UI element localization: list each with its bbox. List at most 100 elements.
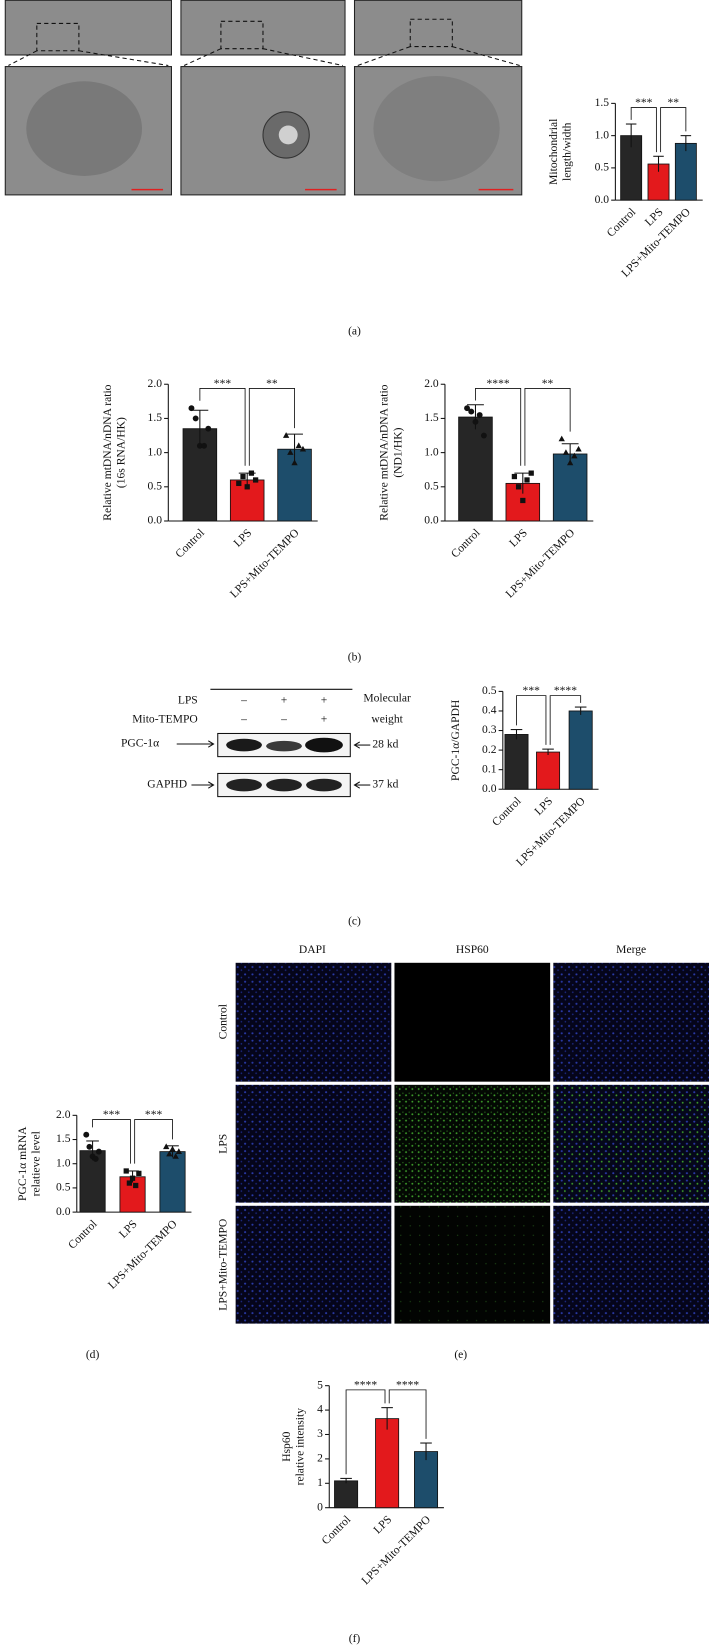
data-point	[282, 432, 290, 438]
significance-bracket	[134, 1119, 173, 1164]
blot-band	[226, 738, 262, 752]
blot-weight: 37 kd	[372, 778, 398, 791]
y-tick-label: 0.0	[482, 782, 497, 795]
y-tick-label: 1.5	[148, 411, 163, 424]
y-tick-label: 0.0	[595, 193, 610, 206]
mitochondrion	[373, 76, 500, 182]
mitochondrion	[26, 81, 143, 176]
blot-weight: 28 kd	[372, 738, 398, 751]
data-point	[299, 445, 307, 452]
y-axis-label: PGC-1α mRNA	[16, 1126, 29, 1201]
panel-label: (a)	[348, 324, 361, 337]
x-tick-label: LPS	[642, 205, 665, 228]
if-row: LPS	[217, 1134, 230, 1154]
data-point	[528, 470, 534, 476]
data-point	[252, 477, 259, 483]
blot-weight-header: Molecular	[363, 691, 411, 704]
data-point	[169, 1145, 176, 1152]
blot-condition: LPS	[178, 694, 198, 707]
x-tick-label: Control	[448, 526, 482, 560]
data-point	[133, 1182, 139, 1189]
blot-band-name: PGC-1α	[121, 737, 159, 750]
bar	[458, 416, 493, 522]
data-point	[248, 470, 255, 476]
data-point	[476, 412, 483, 418]
data-point	[291, 459, 298, 466]
if-image	[553, 1205, 709, 1324]
x-tick-label: LPS+Mito-TEMPO	[105, 1217, 179, 1291]
data-point	[136, 1170, 142, 1177]
y-tick-label: 5	[317, 1378, 323, 1391]
blot-band	[306, 778, 342, 792]
y-axis-label: (16s RNA/HK)	[115, 417, 128, 488]
y-tick-label: 2.0	[148, 377, 163, 390]
significance-bracket	[248, 388, 295, 466]
y-tick-label: 2.0	[56, 1108, 71, 1121]
y-tick-label: 1	[317, 1476, 323, 1489]
y-axis-label: Mitochondrial	[547, 119, 560, 185]
y-tick-label: 0.5	[424, 479, 439, 492]
significance-label: ***	[103, 1108, 121, 1121]
significance-bracket	[524, 388, 571, 466]
if-column: DAPI	[299, 943, 326, 956]
y-tick-label: 0.3	[482, 723, 497, 736]
significance-label: **	[667, 96, 679, 109]
charts: 0.0 0.5 1.0 1.5 Mitochondrial length/width Con…	[16, 96, 703, 1587]
y-axis-label: Relative mtDNA/nDNA ratio	[378, 384, 391, 520]
y-axis-label: Relative mtDNA/nDNA ratio	[101, 384, 114, 520]
data-point	[188, 405, 195, 412]
significance-label: ***	[214, 377, 232, 390]
data-point	[575, 445, 582, 452]
blot-sign: –	[280, 712, 287, 725]
blot-condition: Mito-TEMPO	[132, 712, 198, 725]
data-point	[166, 1150, 173, 1157]
blot-sign: –	[240, 694, 247, 707]
significance-label: ****	[396, 1378, 419, 1391]
if-image	[394, 1084, 551, 1203]
y-tick-label: 2.0	[424, 377, 439, 390]
data-point	[240, 473, 246, 480]
y-tick-label: 0.1	[482, 762, 497, 775]
significance-bracket	[516, 695, 547, 745]
x-tick-label: Control	[66, 1217, 100, 1251]
y-tick-label: 2	[317, 1452, 323, 1465]
if-row: LPS+Mito-TEMPO	[217, 1219, 230, 1311]
blot-band	[305, 737, 343, 753]
x-tick-label: Control	[604, 205, 638, 239]
data-point	[192, 415, 199, 422]
x-tick-label: LPS	[371, 1513, 394, 1536]
y-tick-label: 1.5	[595, 96, 610, 109]
panel-label: (b)	[348, 650, 362, 663]
western-blot: LPS Mito-TEMPO – + + – – + Molecular wei…	[121, 688, 411, 798]
y-tick-label: 1.0	[148, 445, 163, 458]
y-tick-label: 0.5	[482, 684, 497, 697]
significance-bracket	[475, 388, 522, 466]
panel-label: (d)	[86, 1348, 100, 1361]
if-column: HSP60	[456, 943, 489, 956]
y-tick-label: 1.0	[56, 1156, 71, 1169]
y-tick-label: 1.5	[424, 411, 439, 424]
data-point	[244, 484, 250, 490]
bar	[674, 142, 697, 201]
y-tick-label: 0.0	[56, 1205, 71, 1218]
if-row: Control	[217, 1004, 230, 1039]
y-tick-label: 0.0	[148, 514, 163, 527]
data-point	[472, 418, 479, 425]
if-image	[235, 1084, 392, 1203]
y-tick-label: 0	[317, 1500, 323, 1513]
data-point	[92, 1155, 99, 1162]
data-point	[123, 1168, 129, 1174]
x-tick-label: Control	[319, 1513, 353, 1547]
data-point	[520, 497, 526, 504]
significance-label: ***	[145, 1108, 163, 1121]
data-point	[287, 449, 294, 455]
x-tick-label: LPS	[231, 526, 254, 549]
data-point	[126, 1180, 133, 1186]
y-tick-label: 0.5	[148, 479, 163, 492]
panel-label: (e)	[454, 1348, 467, 1361]
significance-bracket	[92, 1119, 131, 1164]
y-axis-label: PGC-1α/GAPDH	[449, 699, 462, 781]
data-point	[524, 477, 530, 483]
if-image	[235, 1205, 392, 1324]
